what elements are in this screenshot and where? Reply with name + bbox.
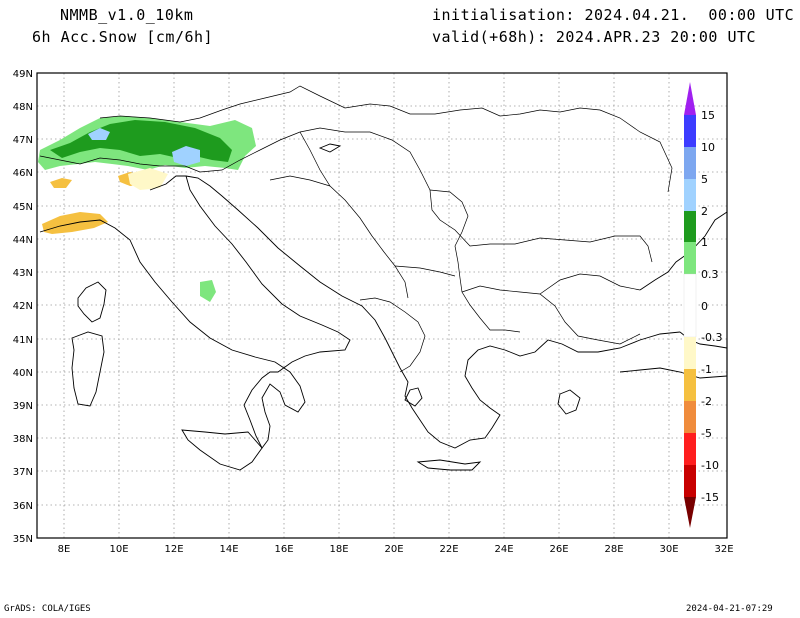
lon-label: 14E: [219, 544, 238, 555]
colorbar-label: -10: [701, 459, 719, 472]
colorbar-swatch: [684, 242, 696, 274]
colorbar-label: -5: [701, 427, 712, 440]
colorbar-swatch: [684, 465, 696, 497]
snow-blue-2: [172, 146, 200, 166]
colorbar-label: 0.3: [701, 268, 719, 281]
colorbar-label: 0: [701, 300, 708, 313]
colorbar-swatch: [684, 401, 696, 433]
colorbar-label: -1: [701, 363, 712, 376]
map-frame: [36, 72, 728, 539]
colorbar-label: -2: [701, 395, 712, 408]
colorbar: [683, 82, 697, 528]
colorbar-label: -0.3: [701, 331, 722, 344]
colorbar-swatch: [684, 179, 696, 211]
colorbar-label: 2: [701, 205, 708, 218]
field-title: 6h Acc.Snow [cm/6h]: [32, 28, 214, 46]
colorbar-label: 5: [701, 173, 708, 186]
lat-label: 38N: [13, 434, 33, 445]
lon-label: 16E: [274, 544, 293, 555]
init-time: initialisation: 2024.04.21. 00:00 UTC: [432, 6, 795, 24]
colorbar-labels: 15 10 5 2 1 0.3 0 -0.3 -1 -2 -5 -10 -15: [701, 109, 722, 504]
lat-label: 40N: [13, 368, 33, 379]
lon-label: 12E: [164, 544, 183, 555]
lon-label: 24E: [494, 544, 513, 555]
lat-label: 45N: [13, 202, 33, 213]
footer-credit: GrADS: COLA/IGES: [4, 604, 91, 614]
colorbar-label: 15: [701, 109, 715, 122]
lat-label: 44N: [13, 235, 33, 246]
melt-yellow-3: [50, 178, 72, 188]
lon-label: 30E: [659, 544, 678, 555]
snow-light-green-2: [200, 280, 216, 302]
colorbar-swatch: [684, 369, 696, 401]
lat-label: 48N: [13, 102, 33, 113]
lat-label: 35N: [13, 534, 33, 545]
snow-blue-1: [88, 128, 110, 140]
lon-label: 28E: [604, 544, 623, 555]
footer-timestamp: 2024-04-21-07:29: [686, 604, 773, 614]
colorbar-bottom-arrow: [684, 497, 696, 528]
lat-label: 49N: [13, 69, 33, 80]
colorbar-swatch: [684, 337, 696, 369]
melt-cream-1: [128, 168, 168, 190]
colorbar-swatch: [684, 433, 696, 465]
lon-label: 10E: [109, 544, 128, 555]
colorbar-swatch: [684, 147, 696, 179]
coastlines: [39, 143, 728, 471]
lon-label: 20E: [384, 544, 403, 555]
colorbar-label: 10: [701, 141, 715, 154]
lat-label: 39N: [13, 401, 33, 412]
lat-label: 42N: [13, 301, 33, 312]
borders: [39, 85, 673, 373]
lat-label: 43N: [13, 268, 33, 279]
colorbar-label: -15: [701, 491, 719, 504]
lat-label: 46N: [13, 168, 33, 179]
lat-label: 47N: [13, 135, 33, 146]
colorbar-top-arrow: [684, 82, 696, 115]
colorbar-swatch: [684, 115, 696, 147]
model-title: NMMB_v1.0_10km: [60, 6, 194, 24]
lon-label: 8E: [58, 544, 71, 555]
colorbar-swatch: [684, 211, 696, 242]
lon-labels: 8E 10E 12E 14E 16E 18E 20E 22E 24E 26E 2…: [58, 544, 734, 555]
lat-label: 37N: [13, 467, 33, 478]
lat-labels: 49N 48N 47N 46N 45N 44N 43N 42N 41N 40N …: [13, 69, 33, 545]
lon-label: 32E: [714, 544, 733, 555]
lon-label: 22E: [439, 544, 458, 555]
valid-time: valid(+68h): 2024.APR.23 20:00 UTC: [432, 28, 757, 46]
lon-label: 26E: [549, 544, 568, 555]
lat-label: 41N: [13, 335, 33, 346]
lon-label: 18E: [329, 544, 348, 555]
colorbar-label: 1: [701, 236, 708, 249]
colorbar-swatch: [683, 273, 697, 338]
lat-label: 36N: [13, 501, 33, 512]
